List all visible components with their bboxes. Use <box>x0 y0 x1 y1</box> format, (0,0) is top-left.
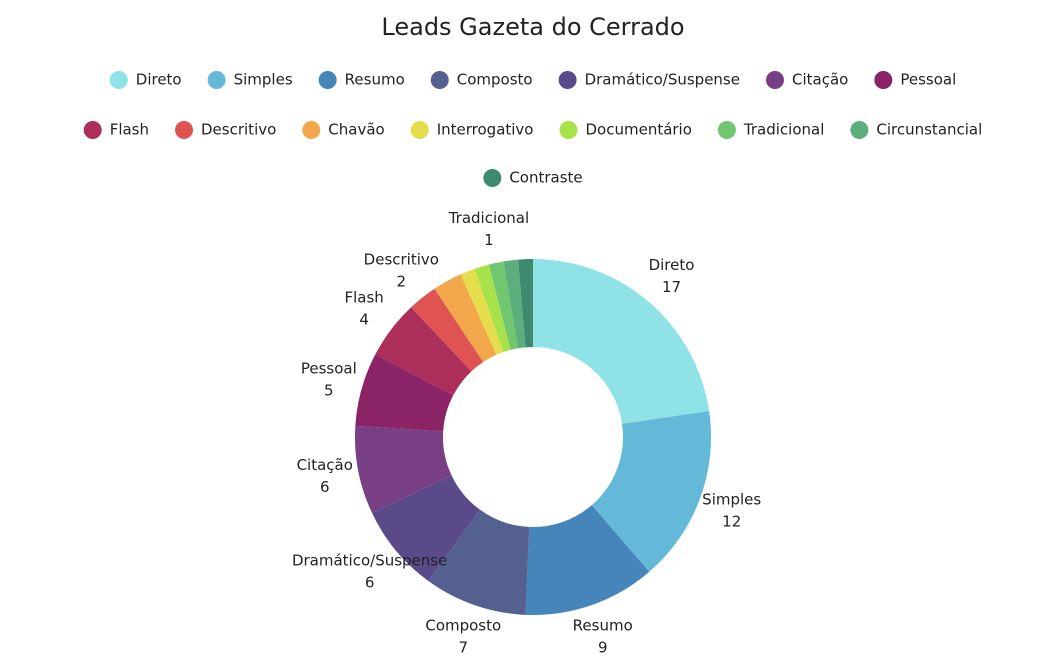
donut-slice <box>474 264 511 353</box>
donut-slice <box>591 410 711 572</box>
slice-label: Descritivo <box>364 250 439 268</box>
legend-swatch <box>109 71 128 89</box>
legend-row: Contraste <box>483 169 583 187</box>
slice-label: Citação <box>297 456 353 474</box>
donut-slice <box>355 354 454 432</box>
chart-title: Leads Gazeta do Cerrado <box>381 13 684 41</box>
legend-swatch <box>483 169 502 187</box>
slice-value: 1 <box>484 231 494 249</box>
slice-label: Simples <box>702 490 761 508</box>
legend-swatch <box>559 121 578 139</box>
slice-label: Composto <box>425 617 501 635</box>
legend-label: Direto <box>136 71 182 89</box>
slice-label: Pessoal <box>301 359 357 377</box>
slice-value: 4 <box>359 310 369 328</box>
donut-slice <box>371 475 481 582</box>
slice-value: 6 <box>320 478 330 496</box>
donut-slice <box>533 259 710 424</box>
donut-slice <box>488 261 518 350</box>
slice-value: 6 <box>365 574 375 592</box>
legend-label: Contraste <box>509 169 582 187</box>
legend-swatch <box>558 71 577 89</box>
legend-swatch <box>318 71 337 89</box>
slice-label: Tradicional <box>448 209 529 227</box>
donut-slice <box>411 288 484 372</box>
legend-swatch <box>302 121 321 139</box>
legend-label: Descritivo <box>201 121 276 139</box>
slice-value: 7 <box>459 639 469 657</box>
legend-swatch <box>717 121 736 139</box>
donut-slice <box>525 505 650 615</box>
legend-row: Direto Simples Resumo Composto Dramático/Sus… <box>109 71 956 89</box>
legend-label: Circunstancial <box>876 121 982 139</box>
donut-slice <box>518 259 533 348</box>
legend-swatch <box>175 121 194 139</box>
legend-label: Simples <box>234 71 293 89</box>
legend-swatch <box>410 121 429 139</box>
donut-slice <box>460 268 504 355</box>
donut-slice <box>428 509 530 615</box>
donut-slice <box>355 425 452 513</box>
legend-swatch <box>765 71 784 89</box>
legend-label: Interrogativo <box>437 121 534 139</box>
legend-label: Citação <box>792 71 848 89</box>
slice-label: Resumo <box>573 617 633 635</box>
slice-label: Dramático/Suspense <box>292 552 447 570</box>
donut-slice <box>434 274 497 363</box>
legend-swatch <box>83 121 102 139</box>
slice-value: 12 <box>722 512 741 530</box>
slice-value: 5 <box>324 381 334 399</box>
legend-label: Tradicional <box>743 121 824 139</box>
legend-label: Chavão <box>328 121 384 139</box>
legend-label: Flash <box>110 121 149 139</box>
legend-label: Dramático/Suspense <box>585 71 740 89</box>
donut-slice <box>375 307 472 396</box>
legend-row: Flash Descritivo Chavão Interrogativo Docume… <box>83 121 982 139</box>
legend-swatch <box>207 71 226 89</box>
legend-swatch <box>850 121 869 139</box>
slice-value: 17 <box>662 278 681 296</box>
slice-label: Direto <box>649 256 695 274</box>
legend-label: Documentário <box>585 121 691 139</box>
legend-swatch <box>874 71 893 89</box>
legend-label: Composto <box>457 71 533 89</box>
slice-label: Flash <box>344 288 383 306</box>
slice-value: 2 <box>397 272 407 290</box>
legend-label: Resumo <box>345 71 405 89</box>
slice-value: 9 <box>598 639 608 657</box>
legend-swatch <box>430 71 449 89</box>
legend-label: Pessoal <box>900 71 956 89</box>
donut-slice <box>503 259 526 349</box>
